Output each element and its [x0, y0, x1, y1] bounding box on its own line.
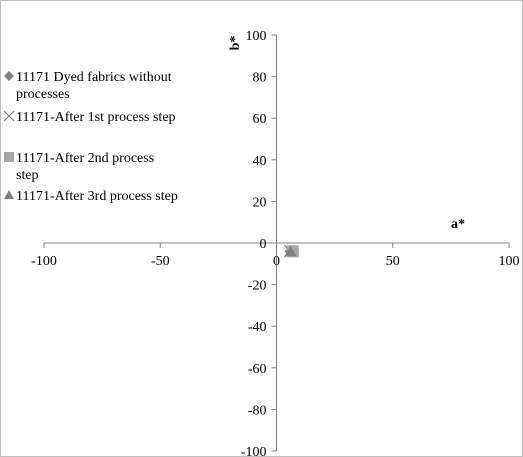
x-tick-label: 50 [386, 254, 400, 269]
legend-label: 11171-After 1st process step [16, 110, 176, 125]
legend-marker-cross [3, 110, 15, 122]
x-tick-label: -100 [31, 254, 57, 269]
legend-marker-square [4, 152, 14, 162]
y-axis-title: b* [228, 36, 243, 51]
legend-label: 11171-After 2nd process [16, 151, 154, 166]
y-tick-label: 60 [253, 112, 267, 127]
y-tick-label: 80 [253, 71, 267, 86]
x-tick-label: 100 [499, 254, 520, 269]
y-tick-label: -40 [248, 320, 267, 335]
legend-label: processes [16, 87, 70, 102]
axes [43, 34, 510, 452]
legend-label: step [16, 168, 39, 183]
legend-label: 11171 Dyed fabrics without [16, 70, 172, 85]
y-tick-label: -20 [248, 279, 267, 294]
tick-labels: -100 -50 0 50 100 100 80 60 40 20 0 -20 -40 -60 -80 -10… [31, 29, 519, 456]
x-axis-title: a* [451, 217, 465, 232]
y-tick-label: 100 [246, 29, 267, 44]
x-tick-label: -50 [151, 254, 170, 269]
data-points [284, 244, 299, 258]
y-tick-label: -100 [241, 445, 267, 456]
y-tick-label: 20 [253, 195, 267, 210]
legend-item: 11171-After 2nd process step [4, 151, 154, 183]
legend-marker-diamond [4, 71, 14, 81]
data-point-triangle [284, 245, 297, 257]
y-tick-label: 40 [253, 154, 267, 169]
y-tick-label: 0 [260, 237, 267, 252]
legend-marker-triangle [4, 190, 14, 199]
legend-item: 11171-After 3rd process step [4, 189, 178, 204]
axis-titles: a* b* [228, 36, 465, 232]
legend-item: 11171 Dyed fabrics without processes [4, 70, 172, 102]
x-tick-label: 0 [273, 254, 280, 269]
legend: 11171 Dyed fabrics withoutprocesses11171… [3, 70, 178, 204]
legend-label: 11171-After 3rd process step [16, 189, 178, 204]
y-tick-label: -80 [248, 403, 267, 418]
y-tick-label: -60 [248, 362, 267, 377]
legend-item: 11171-After 1st process step [3, 110, 176, 125]
